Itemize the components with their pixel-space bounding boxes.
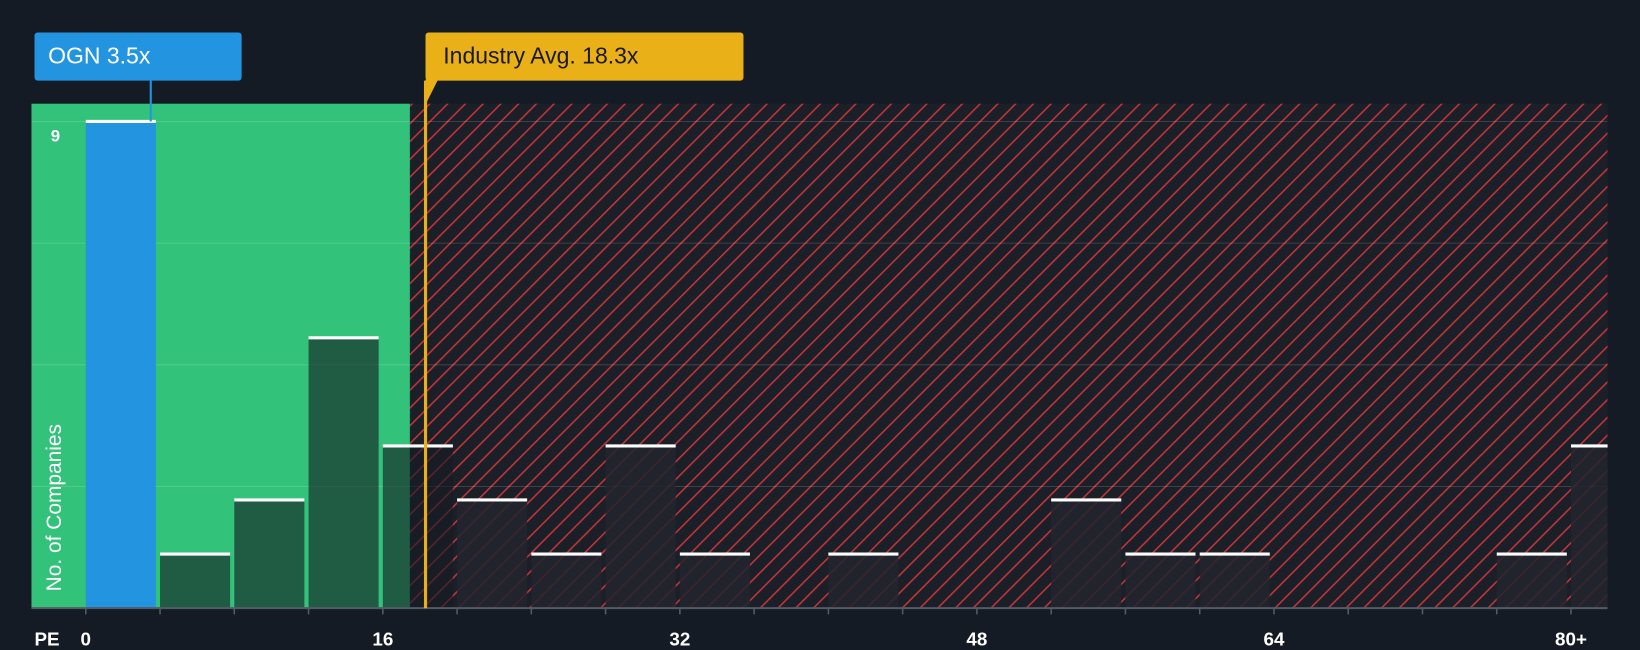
bar [531,554,602,609]
bar [1051,499,1122,609]
bad-zone [409,103,1608,609]
bar [1571,445,1608,609]
x-tick-label: 80+ [1555,629,1587,650]
bar [1199,554,1270,609]
industry-pointer [425,79,439,105]
x-tick-label: 0 [81,629,91,650]
x-tick-label: 16 [372,629,393,650]
x-tick-label: 32 [669,629,690,650]
bar [1125,554,1196,609]
company-label: OGN 3.5x [48,43,151,69]
bar [605,445,676,609]
bar [1496,554,1567,609]
industry-label: Industry Avg. 18.3x [443,43,639,69]
bar [308,337,379,609]
x-tick-label: 48 [966,629,987,650]
overlay: 9 0 16 32 48 64 80+ PE No. of Companies OGN 3.5x I… [31,32,1608,650]
bar [828,554,899,609]
x-tick-label: 64 [1263,629,1284,650]
bar [679,554,750,609]
bar [382,445,453,609]
y-tick-label: 9 [51,127,60,146]
bar [160,554,231,609]
x-axis-label: PE [35,629,60,650]
bar [85,121,156,609]
y-axis-label: No. of Companies [43,424,66,591]
bar [234,499,305,609]
bar [457,499,528,609]
plot-area [31,103,1608,609]
company-box [34,32,242,81]
industry-box [425,32,744,81]
